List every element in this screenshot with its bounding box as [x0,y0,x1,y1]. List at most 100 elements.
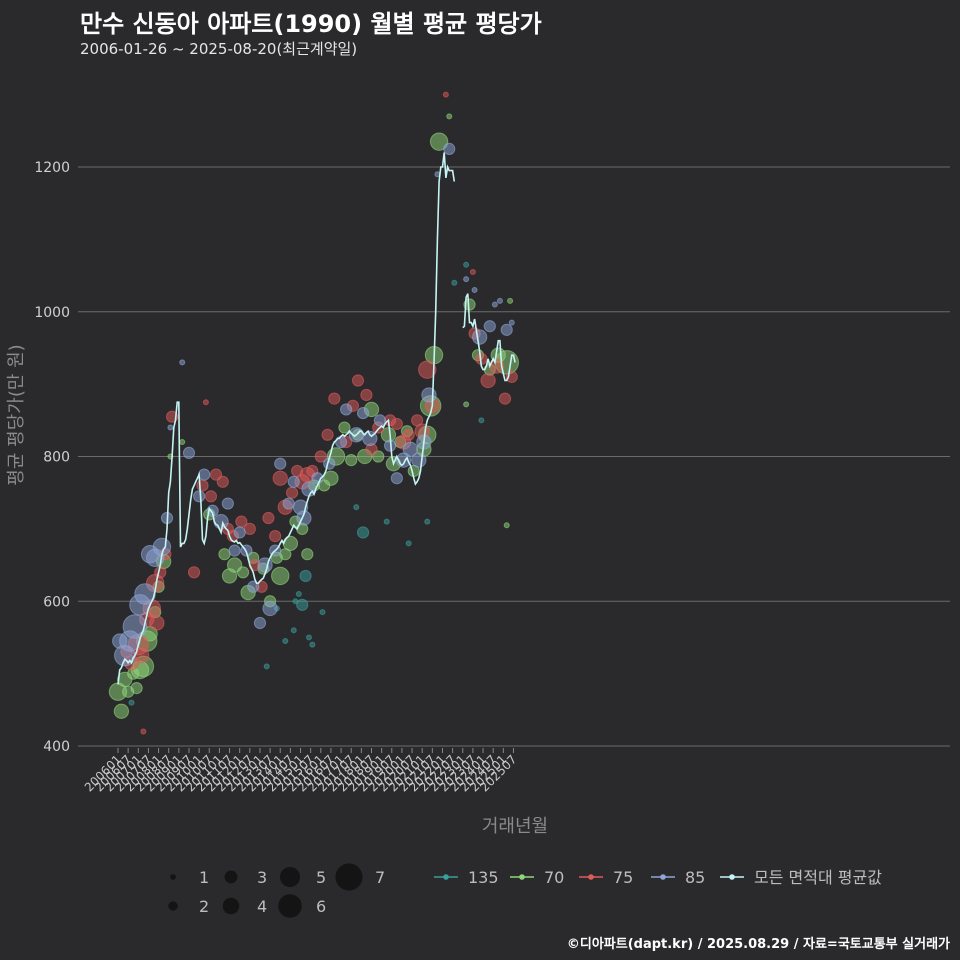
average-line [117,152,516,685]
size-legend-dot-1 [170,874,176,880]
scatter-points [108,91,520,735]
point-85 [182,446,196,459]
point-70 [446,113,453,120]
series-legend-label: 135 [468,868,499,887]
point-75 [351,374,365,387]
size-legend-label: 7 [375,868,385,887]
point-135 [282,638,289,645]
y-tick-label: 1000 [34,305,70,321]
point-135 [299,569,312,583]
size-legend-dot-4 [222,897,240,915]
point-75 [204,490,218,503]
x-axis-label: 거래년월 [482,816,548,837]
point-135 [405,540,412,547]
series-legend-label: 모든 면적대 평균값 [754,868,882,887]
point-85 [282,497,295,510]
size-legend-label: 6 [316,897,326,916]
point-85 [198,468,211,481]
chart-title: 만수 신동아 아파트(1990) 월별 평균 평당가 [80,10,542,38]
point-75 [149,615,165,631]
point-85 [491,301,498,308]
point-85 [356,406,370,420]
point-135 [478,417,485,424]
point-85 [390,472,403,485]
point-85 [247,580,260,593]
point-85 [472,329,488,345]
point-70 [113,703,130,719]
point-135 [296,598,309,611]
point-85 [257,557,273,573]
legend-dot-0 [443,874,449,880]
point-70 [338,421,351,434]
point-85 [221,497,234,510]
point-135 [356,526,370,539]
point-135 [463,261,470,268]
point-135 [305,634,312,641]
point-70 [218,548,231,561]
legend-dot-2 [588,874,594,880]
point-75 [469,268,476,275]
point-85 [483,320,496,333]
series-legend-label: 70 [544,868,564,887]
point-75 [202,399,209,406]
point-85 [262,600,278,617]
point-135 [309,641,316,648]
point-85 [179,359,186,366]
point-75 [140,728,147,735]
point-85 [228,544,241,557]
series-legend-label: 85 [685,868,705,887]
point-85 [233,526,246,539]
point-85 [193,490,206,503]
point-70 [271,566,290,586]
point-75 [402,428,415,441]
point-85 [213,513,229,530]
point-70 [301,548,314,561]
point-85 [373,414,387,427]
y-axis-ticks: 400 600 800 1000 1200 [34,160,70,755]
y-tick-label: 600 [43,594,70,610]
point-75 [480,372,496,389]
average-line-group [117,152,516,685]
size-legend-dot-5 [279,866,301,888]
point-85 [134,583,156,605]
point-85 [340,403,353,416]
y-axis-label: 평균 평당가(만 원) [6,344,27,485]
point-75 [269,530,282,543]
point-85 [274,457,287,470]
point-70 [463,401,470,408]
size-legend-dot-7 [335,863,363,891]
point-135 [451,279,458,286]
size-legend-label: 4 [257,897,267,916]
size-legend: 1 2 3 4 5 6 7 [168,863,385,918]
y-tick-label: 800 [43,450,70,466]
legend-dot-4 [729,874,735,880]
point-75 [262,511,275,525]
size-legend-label: 3 [257,868,267,887]
point-70 [236,566,250,579]
point-135 [290,627,297,634]
point-85 [463,276,470,283]
point-85 [508,319,515,326]
point-75 [418,360,437,379]
size-legend-label: 5 [316,868,326,887]
point-85 [402,441,419,457]
series-legend-label: 75 [613,868,633,887]
point-85 [253,616,267,630]
point-85 [122,614,148,639]
point-70 [345,454,358,467]
point-75 [442,91,449,98]
point-135 [319,609,326,616]
series-legend: 135 70 75 85 모든 면적대 평균값 [434,868,882,887]
point-85 [443,142,456,156]
point-135 [353,504,360,511]
point-75 [196,479,209,492]
point-70 [323,470,339,486]
point-70 [507,297,514,304]
x-axis-ticks: 2006012006072007012007072008012008072009… [82,748,520,795]
point-135 [263,663,270,670]
point-75 [187,566,201,579]
point-75 [216,475,229,488]
point-85 [167,424,174,431]
size-legend-dot-2 [168,901,178,911]
